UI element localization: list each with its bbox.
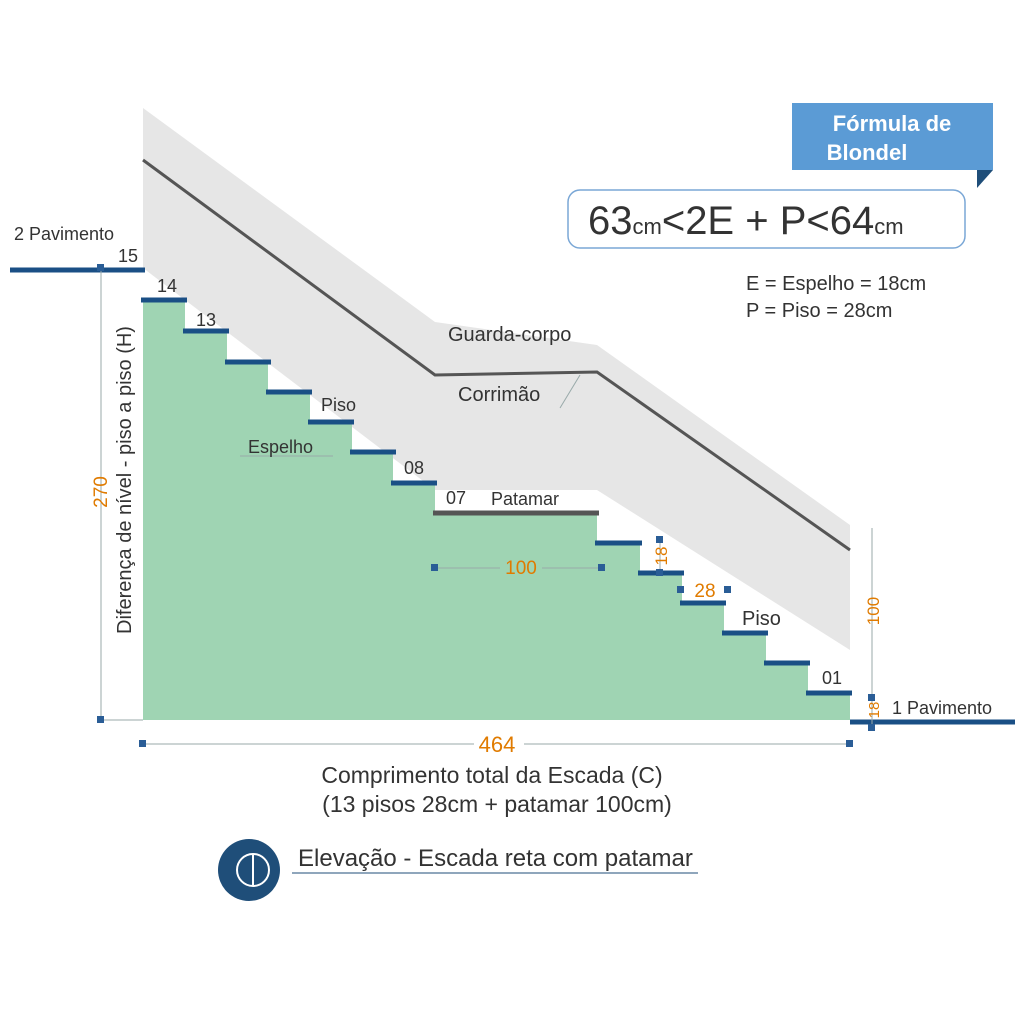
dim-end (656, 536, 663, 543)
dim-end (97, 264, 104, 271)
step-number: 14 (157, 276, 177, 296)
legend-item: P = Piso = 28cm (746, 300, 892, 322)
formula-part: <2E + P<64 (662, 199, 874, 243)
treads (10, 267, 1015, 725)
badge-fold (977, 170, 993, 188)
guard-label: Guarda-corpo (448, 324, 571, 346)
badge (792, 103, 993, 170)
badge-text: Blondel (827, 140, 908, 165)
dim-text: 464 (479, 732, 516, 757)
dim-end (598, 564, 605, 571)
title-icon (218, 839, 280, 901)
formula-unit: cm (874, 214, 903, 239)
floor-label: 1 Pavimento (892, 698, 992, 718)
stair-body (143, 300, 850, 720)
formula-part: 63 (588, 199, 633, 243)
height-label: Diferença de nível - piso a piso (H) (114, 326, 136, 634)
handrail-label: Corrimão (458, 384, 540, 406)
formula-box (567, 189, 966, 249)
dim-text: 270 (91, 476, 112, 508)
landing-label: Patamar (491, 489, 559, 509)
dim-end (97, 716, 104, 723)
tread-label: Piso (742, 608, 781, 630)
dim-bg (500, 555, 542, 579)
dim-end (868, 724, 875, 731)
step-number: 01 (822, 668, 842, 688)
leader (559, 374, 581, 409)
dim-text: 18 (866, 702, 883, 719)
formula-unit: cm (633, 214, 662, 239)
caption: (13 pisos 28cm + patamar 100cm) (322, 791, 672, 817)
dim-end (724, 586, 731, 593)
riser-label: Espelho (248, 437, 313, 457)
dim-text: 18 (652, 547, 671, 566)
floor-label: 2 Pavimento (14, 224, 114, 244)
dim-end (656, 569, 663, 576)
guard-band (143, 108, 850, 650)
dim-end (846, 740, 853, 747)
dim-text: 100 (864, 597, 883, 625)
handrail (142, 158, 851, 552)
dim-end (868, 694, 875, 701)
badge-text: Fórmula de (833, 111, 952, 136)
dim-bg (474, 732, 524, 756)
title: Elevação - Escada reta com patamar (298, 845, 693, 872)
tread-label: Piso (321, 395, 356, 415)
formula: 63cm<2E + P<64cm (588, 199, 904, 243)
dim-end (139, 740, 146, 747)
caption: Comprimento total da Escada (C) (321, 762, 662, 788)
dim-end (677, 586, 684, 593)
dim-end (431, 564, 438, 571)
step-number: 15 (118, 246, 138, 266)
dim-text: 100 (505, 558, 537, 579)
dim-text: 28 (694, 581, 715, 602)
legend-item: E = Espelho = 18cm (746, 273, 926, 295)
step-number: 07 (446, 488, 466, 508)
step-number: 08 (404, 458, 424, 478)
step-number: 13 (196, 310, 216, 330)
